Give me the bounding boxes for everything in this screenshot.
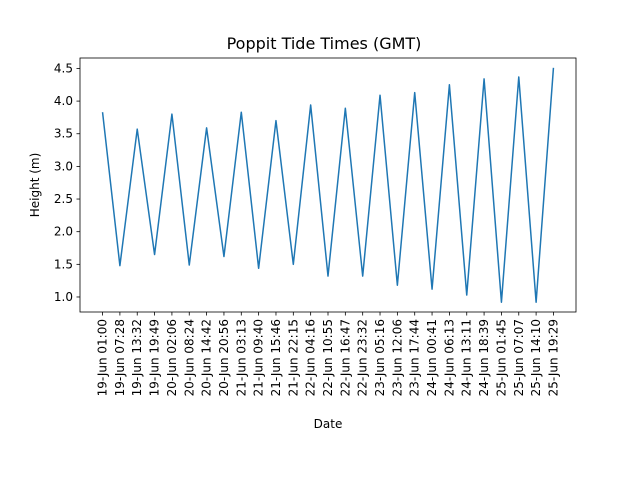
x-tick-label: 23-Jun 12:06 bbox=[390, 319, 404, 396]
y-tick-label: 2.5 bbox=[54, 192, 73, 206]
x-tick-label: 19-Jun 07:28 bbox=[113, 319, 127, 396]
y-tick-label: 3.0 bbox=[54, 159, 73, 173]
y-axis-ticks: 1.0 1.5 2.0 2.5 3.0 3.5 4.0 4.5 bbox=[54, 61, 80, 304]
x-tick-label: 20-Jun 20:56 bbox=[217, 319, 231, 396]
x-tick-label: 24-Jun 00:41 bbox=[425, 319, 439, 396]
x-tick-label: 24-Jun 13:11 bbox=[460, 319, 474, 396]
x-tick-label: 19-Jun 13:32 bbox=[130, 319, 144, 396]
x-tick-label: 25-Jun 07:07 bbox=[512, 319, 526, 396]
x-tick-label: 21-Jun 09:40 bbox=[252, 319, 266, 396]
x-tick-label: 21-Jun 22:15 bbox=[286, 319, 300, 396]
plot-area bbox=[79, 57, 577, 313]
x-tick-label: 20-Jun 08:24 bbox=[182, 319, 196, 396]
x-axis-label: Date bbox=[314, 417, 343, 431]
x-tick-label: 24-Jun 06:13 bbox=[442, 319, 456, 396]
x-tick-label: 22-Jun 10:55 bbox=[321, 319, 335, 396]
x-tick-label: 20-Jun 02:06 bbox=[165, 319, 179, 396]
x-tick-label: 23-Jun 17:44 bbox=[408, 319, 422, 396]
chart-title: Poppit Tide Times (GMT) bbox=[227, 34, 422, 53]
x-tick-label: 22-Jun 04:16 bbox=[304, 319, 318, 396]
x-tick-label: 25-Jun 14:10 bbox=[529, 319, 543, 396]
x-tick-label: 24-Jun 18:39 bbox=[477, 319, 491, 396]
y-tick-label: 1.5 bbox=[54, 257, 73, 271]
y-tick-label: 1.0 bbox=[54, 290, 73, 304]
x-tick-label: 19-Jun 01:00 bbox=[96, 319, 110, 396]
y-tick-label: 4.0 bbox=[54, 94, 73, 108]
x-tick-label: 21-Jun 03:13 bbox=[234, 319, 248, 396]
x-tick-label: 20-Jun 14:42 bbox=[200, 319, 214, 396]
y-tick-label: 3.5 bbox=[54, 127, 73, 141]
x-tick-label: 23-Jun 05:16 bbox=[373, 319, 387, 396]
y-tick-label: 2.0 bbox=[54, 225, 73, 239]
x-tick-label: 21-Jun 15:46 bbox=[269, 319, 283, 396]
x-tick-label: 22-Jun 16:47 bbox=[338, 319, 352, 396]
x-tick-label: 25-Jun 19:29 bbox=[546, 319, 560, 396]
x-tick-label: 25-Jun 01:45 bbox=[494, 319, 508, 396]
x-tick-label: 22-Jun 23:32 bbox=[356, 319, 370, 396]
y-axis-label: Height (m) bbox=[28, 153, 42, 218]
x-tick-label: 19-Jun 19:49 bbox=[148, 319, 162, 396]
x-axis-ticks: 19-Jun 01:00 19-Jun 07:28 19-Jun 13:32 19-J… bbox=[96, 312, 560, 396]
y-tick-label: 4.5 bbox=[54, 61, 73, 75]
series-line-0 bbox=[101, 67, 555, 303]
